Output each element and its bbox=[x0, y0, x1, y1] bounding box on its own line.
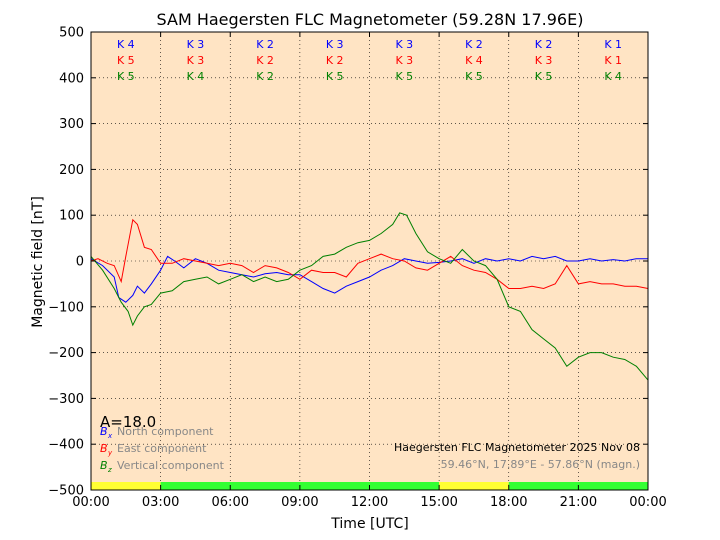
k-index-east: K 2 bbox=[326, 54, 344, 67]
x-tick-label: 06:00 bbox=[212, 495, 249, 510]
annotation-line-1: Haegersten FLC Magnetometer 2025 Nov 08 bbox=[394, 441, 640, 454]
x-tick-label: 15:00 bbox=[420, 495, 457, 510]
legend-subscript: y bbox=[107, 449, 113, 457]
legend-subscript: z bbox=[107, 466, 112, 474]
legend-symbol: B bbox=[100, 459, 108, 472]
x-tick-label: 18:00 bbox=[490, 495, 527, 510]
k-index-vertical: K 5 bbox=[395, 70, 413, 83]
k-index-vertical: K 5 bbox=[535, 70, 553, 83]
k-index-north: K 3 bbox=[187, 38, 205, 51]
axis-ticks: 00:00 03:00 06:00 09:00 12:00 15:00 18:00 21:00… bbox=[48, 26, 666, 511]
k-index-east: K 3 bbox=[395, 54, 413, 67]
k-index-east: K 3 bbox=[535, 54, 553, 67]
y-tick-label: 0 bbox=[76, 255, 84, 270]
k-index-east: K 2 bbox=[256, 54, 274, 67]
y-tick-label: −200 bbox=[48, 346, 84, 361]
k-index-north: K 3 bbox=[326, 38, 344, 51]
x-tick-label: 00:00 bbox=[629, 495, 666, 510]
y-tick-label: 400 bbox=[59, 71, 84, 86]
y-tick-label: 300 bbox=[59, 117, 84, 132]
legend-symbol: B bbox=[100, 425, 108, 438]
legend-label: North component bbox=[117, 425, 214, 438]
legend-label: East component bbox=[117, 442, 207, 455]
x-tick-label: 21:00 bbox=[560, 495, 597, 510]
k-index-east: K 4 bbox=[465, 54, 483, 67]
legend-symbol: B bbox=[100, 442, 108, 455]
x-tick-label: 03:00 bbox=[142, 495, 179, 510]
activity-segment bbox=[91, 482, 161, 490]
k-index-vertical: K 5 bbox=[117, 70, 135, 83]
x-tick-label: 00:00 bbox=[72, 495, 109, 510]
k-index-north: K 4 bbox=[117, 38, 135, 51]
data-series bbox=[90, 212, 649, 381]
x-tick-label: 09:00 bbox=[281, 495, 318, 510]
k-index-vertical: K 5 bbox=[326, 70, 344, 83]
k-index-labels: K 4 K 5 K 5 K 3 K 3 K 4 K 2 K 2 K 2 K 3 K 2 K 5 K 3 K… bbox=[117, 38, 622, 83]
k-index-vertical: K 4 bbox=[604, 70, 622, 83]
x-tick-label: 12:00 bbox=[351, 495, 388, 510]
series-line-north-component bbox=[90, 255, 648, 303]
y-tick-label: −400 bbox=[48, 438, 84, 453]
activity-segment bbox=[439, 482, 509, 490]
k-index-north: K 2 bbox=[465, 38, 483, 51]
annotation-line-2: 59.46°N, 17.89°E - 57.86°N (magn.) bbox=[441, 458, 640, 471]
k-index-vertical: K 5 bbox=[465, 70, 483, 83]
k-index-east: K 3 bbox=[187, 54, 205, 67]
k-index-north: K 2 bbox=[535, 38, 553, 51]
y-tick-label: −300 bbox=[48, 392, 84, 407]
k-index-east: K 1 bbox=[604, 54, 622, 67]
series-line-vertical-component bbox=[90, 212, 649, 381]
k-index-vertical: K 4 bbox=[187, 70, 205, 83]
station-annotation: Haegersten FLC Magnetometer 2025 Nov 08 … bbox=[394, 441, 640, 471]
legend-subscript: x bbox=[107, 432, 113, 440]
k-index-north: K 1 bbox=[604, 38, 622, 51]
legend-label: Vertical component bbox=[117, 459, 225, 472]
k-index-north: K 3 bbox=[395, 38, 413, 51]
chart-title: SAM Haegersten FLC Magnetometer (59.28N … bbox=[157, 10, 584, 29]
k-index-north: K 2 bbox=[256, 38, 274, 51]
x-axis-label: Time [UTC] bbox=[330, 516, 408, 532]
y-tick-label: −500 bbox=[48, 484, 84, 499]
y-tick-label: 100 bbox=[59, 209, 84, 224]
a-index-label: A=18.0 bbox=[100, 413, 156, 431]
grid-lines bbox=[90, 31, 649, 491]
y-tick-label: 500 bbox=[59, 26, 84, 41]
y-axis-label: Magnetic field [nT] bbox=[30, 196, 46, 328]
series-line-east-component bbox=[90, 218, 649, 290]
y-tick-label: 200 bbox=[59, 163, 84, 178]
k-index-east: K 5 bbox=[117, 54, 135, 67]
y-tick-label: −100 bbox=[48, 300, 84, 315]
k-index-vertical: K 2 bbox=[256, 70, 274, 83]
